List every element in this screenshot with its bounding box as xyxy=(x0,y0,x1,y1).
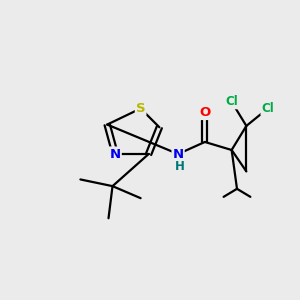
Text: Cl: Cl xyxy=(261,102,274,115)
Text: Cl: Cl xyxy=(225,95,238,108)
Text: N: N xyxy=(172,148,184,160)
Text: S: S xyxy=(136,102,146,115)
Text: N: N xyxy=(110,148,121,160)
Text: O: O xyxy=(199,106,211,119)
Text: H: H xyxy=(175,160,184,172)
